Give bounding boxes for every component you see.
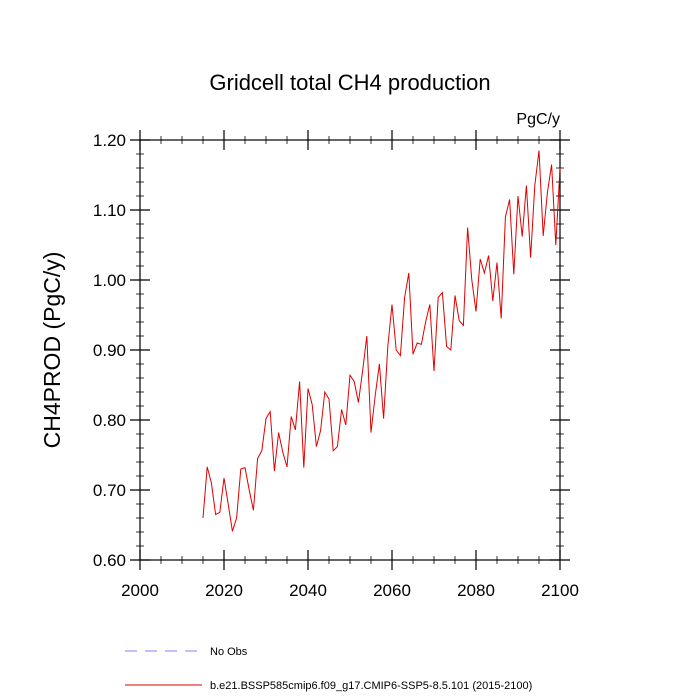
chart-title: Gridcell total CH4 production <box>209 70 490 95</box>
legend: No Obs b.e21.BSSP585cmip6.f09_g17.CMIP6-… <box>125 646 532 692</box>
y-axis-label: CH4PROD (PgC/y) <box>39 252 65 449</box>
x-tick-label: 2020 <box>205 581 243 600</box>
x-tick-label: 2080 <box>457 581 495 600</box>
y-tick-label: 1.10 <box>93 201 126 220</box>
series-layer <box>202 150 561 532</box>
minor-ticks <box>136 136 564 564</box>
major-ticks <box>130 130 570 570</box>
y-tick-label: 1.00 <box>93 271 126 290</box>
x-tick-label: 2040 <box>289 581 327 600</box>
legend-label-model: b.e21.BSSP585cmip6.f09_g17.CMIP6-SSP5-8.… <box>210 680 532 692</box>
units-label: PgC/y <box>516 111 560 128</box>
legend-label-no-obs: No Obs <box>210 646 248 658</box>
x-tick-label: 2100 <box>541 581 579 600</box>
x-tick-label: 2060 <box>373 581 411 600</box>
y-tick-label: 0.90 <box>93 341 126 360</box>
series-line-0 <box>202 150 561 532</box>
y-tick-label: 0.70 <box>93 481 126 500</box>
plot-frame <box>139 139 561 561</box>
y-tick-label: 0.80 <box>93 411 126 430</box>
tick-labels: 2000 2020 2040 2060 2080 2100 0.60 0.70 0.80 0.90… <box>93 131 579 600</box>
y-tick-label: 1.20 <box>93 131 126 150</box>
y-tick-label: 0.60 <box>93 551 126 570</box>
x-tick-label: 2000 <box>121 581 159 600</box>
